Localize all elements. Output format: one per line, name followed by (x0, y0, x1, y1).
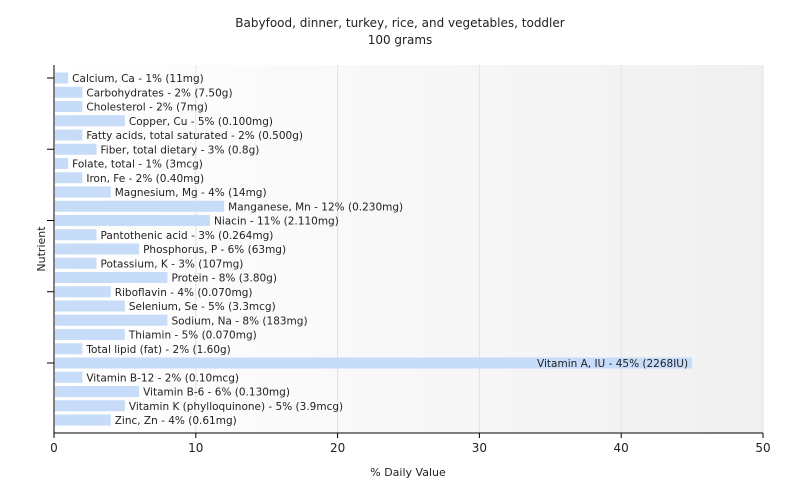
bar-label: Magnesium, Mg - 4% (14mg) (115, 187, 267, 199)
bar-label: Fatty acids, total saturated - 2% (0.500… (86, 130, 303, 142)
bar (55, 186, 111, 198)
bar (55, 158, 69, 169)
bar (55, 129, 83, 141)
bar-label: Vitamin A, IU - 45% (2268IU) (537, 358, 688, 370)
bar (55, 314, 168, 326)
bar-label: Calcium, Ca - 1% (11mg) (72, 73, 204, 85)
x-tick-labels: 0 10 20 30 40 50 (50, 441, 770, 455)
plot-area (54, 65, 763, 433)
bar (55, 115, 125, 127)
bar-label: Sodium, Na - 8% (183mg) (171, 315, 307, 327)
bar (55, 286, 111, 298)
bar (55, 400, 125, 412)
bar (55, 272, 168, 283)
bar-label: Thiamin - 5% (0.070mg) (128, 330, 257, 342)
bar-label: Vitamin B-6 - 6% (0.130mg) (143, 387, 290, 399)
bar-label: Selenium, Se - 5% (3.3mcg) (129, 301, 276, 313)
bar (55, 414, 111, 426)
bar-label: Riboflavin - 4% (0.070mg) (115, 287, 253, 299)
axes-group (47, 65, 764, 438)
bar-label: Pantothenic acid - 3% (0.264mg) (101, 230, 274, 242)
bar (55, 143, 97, 155)
x-tick-label: 30 (472, 441, 487, 455)
bar-label: Vitamin K (phylloquinone) - 5% (3.9mcg) (129, 401, 343, 413)
x-tick-label: 0 (50, 441, 58, 455)
chart-title: Babyfood, dinner, turkey, rice, and vege… (235, 16, 564, 30)
chart-subtitle: 100 grams (368, 33, 433, 47)
bar (55, 200, 225, 212)
bar-label: Iron, Fe - 2% (0.40mg) (86, 173, 204, 185)
y-axis-label: Nutrient (35, 226, 48, 272)
bar (55, 371, 83, 383)
bars-group (55, 72, 693, 426)
bar-label: Potassium, K - 3% (107mg) (101, 258, 244, 270)
grid-lines (195, 65, 764, 433)
bar-label: Niacin - 11% (2.110mg) (214, 216, 339, 228)
bar-label: Manganese, Mn - 12% (0.230mg) (228, 201, 403, 213)
x-tick-label: 40 (614, 441, 629, 455)
bar (55, 386, 140, 397)
bar-label: Carbohydrates - 2% (7.50g) (86, 87, 232, 99)
bar (55, 343, 83, 355)
bar (55, 300, 125, 312)
bar-label: Vitamin B-12 - 2% (0.10mcg) (86, 372, 239, 384)
bar-labels-group: Calcium, Ca - 1% (11mg) Carbohydrates - 2… (72, 73, 688, 427)
bar (55, 257, 97, 269)
bar (55, 329, 125, 340)
bar (55, 215, 210, 226)
bar-label: Phosphorus, P - 6% (63mg) (143, 244, 286, 256)
bar (55, 172, 83, 184)
bar-label: Fiber, total dietary - 3% (0.8g) (101, 144, 260, 156)
bar (55, 229, 97, 241)
bar-label: Cholesterol - 2% (7mg) (86, 102, 208, 114)
bar (55, 243, 140, 255)
bar-label: Folate, total - 1% (3mcg) (72, 159, 203, 171)
bar (55, 357, 693, 369)
bar (55, 72, 69, 84)
bar (55, 101, 83, 112)
x-tick-label: 20 (330, 441, 345, 455)
bar-label: Zinc, Zn - 4% (0.61mg) (115, 415, 237, 427)
bar (55, 86, 83, 98)
x-axis-label: % Daily Value (370, 466, 446, 479)
bar-label: Total lipid (fat) - 2% (1.60g) (85, 344, 230, 356)
x-tick-label: 10 (188, 441, 203, 455)
bar-label: Copper, Cu - 5% (0.100mg) (129, 116, 273, 128)
x-tick-label: 50 (755, 441, 770, 455)
bar-label: Protein - 8% (3.80g) (171, 273, 277, 285)
